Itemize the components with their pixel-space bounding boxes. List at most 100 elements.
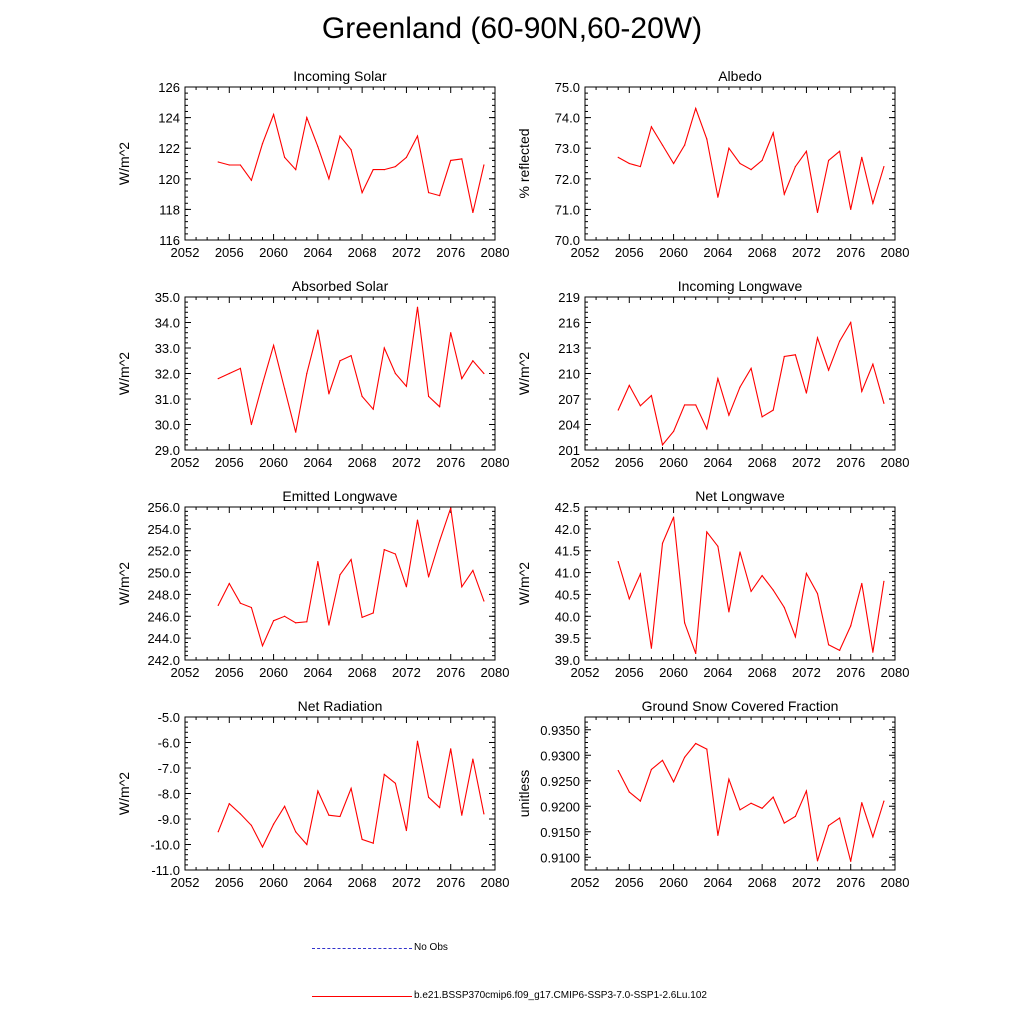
data-point: [306, 621, 308, 623]
y-axis-label: W/m^2: [516, 352, 532, 395]
data-point: [217, 161, 219, 163]
data-point: [661, 444, 664, 446]
data-point: [816, 592, 819, 595]
y-tick-label: 207: [558, 392, 580, 407]
data-point: [850, 321, 852, 324]
data-point: [650, 768, 653, 771]
data-point: [461, 586, 463, 588]
data-point: [272, 344, 275, 347]
y-tick-label: 74.0: [555, 111, 580, 126]
data-point: [372, 842, 374, 844]
data-point: [317, 146, 319, 148]
data-point: [883, 402, 885, 404]
x-tick-label: 2080: [881, 665, 910, 680]
y-tick-label: 33.0: [155, 341, 180, 356]
data-point: [372, 408, 374, 410]
data-point: [672, 781, 675, 783]
data-point: [772, 132, 774, 134]
x-tick-label: 2072: [392, 245, 421, 260]
panel-title: Net Longwave: [695, 488, 785, 504]
data-point: [750, 590, 752, 592]
x-tick-label: 2064: [303, 665, 332, 680]
data-point: [284, 615, 286, 617]
x-tick-label: 2072: [792, 665, 821, 680]
y-tick-label: 204: [558, 418, 580, 433]
data-point: [717, 196, 719, 198]
data-point: [617, 409, 619, 411]
data-point: [450, 159, 452, 162]
data-point: [284, 156, 286, 158]
data-point: [361, 191, 363, 194]
data-point: [650, 647, 653, 649]
y-tick-label: 201: [558, 443, 580, 458]
data-point: [772, 796, 774, 798]
data-point: [717, 378, 719, 380]
x-tick-label: 2064: [703, 455, 732, 470]
x-tick-label: 2056: [615, 665, 644, 680]
data-point: [684, 622, 686, 624]
y-tick-label: 41.5: [555, 544, 580, 559]
x-tick-label: 2076: [836, 455, 865, 470]
x-tick-label: 2060: [259, 665, 288, 680]
data-point: [839, 649, 841, 651]
data-point: [816, 211, 819, 214]
x-tick-label: 2060: [659, 245, 688, 260]
data-point: [394, 553, 396, 555]
x-tick-label: 2076: [836, 665, 865, 680]
data-point: [772, 409, 774, 411]
data-point: [783, 606, 785, 609]
x-tick-label: 2072: [392, 875, 421, 890]
data-point: [750, 169, 752, 171]
x-tick-label: 2064: [703, 245, 732, 260]
x-tick-label: 2064: [303, 455, 332, 470]
data-point: [805, 392, 808, 394]
data-point: [628, 598, 630, 600]
data-point: [250, 423, 253, 426]
page-title: Greenland (60-90N,60-20W): [321, 12, 703, 45]
data-point: [372, 169, 374, 171]
x-tick-label: 2056: [215, 875, 244, 890]
data-point: [295, 831, 297, 833]
y-tick-label: 216: [558, 316, 580, 331]
data-point: [250, 179, 253, 181]
data-point: [472, 569, 474, 571]
data-point: [783, 822, 785, 824]
legend-swatch-no-obs: [312, 948, 412, 949]
data-point: [827, 369, 830, 371]
data-point: [827, 644, 830, 646]
data-point: [405, 586, 408, 588]
x-tick-label: 2068: [348, 455, 377, 470]
x-tick-label: 2072: [792, 245, 821, 260]
data-point: [839, 150, 841, 152]
data-point: [672, 162, 675, 165]
data-point: [239, 367, 241, 369]
x-tick-label: 2052: [571, 245, 600, 260]
data-point: [295, 622, 297, 624]
data-point: [239, 164, 241, 166]
panel-albedo: Albedo % reflected 2052 2056 2060 2064 2068 207…: [516, 68, 909, 260]
data-point: [661, 759, 664, 761]
y-tick-label: 29.0: [155, 443, 180, 458]
x-tick-label: 2052: [571, 455, 600, 470]
data-point: [872, 363, 874, 365]
data-point: [450, 748, 452, 750]
plot-frame: [584, 296, 896, 451]
data-point: [306, 117, 308, 119]
data-point: [739, 551, 741, 553]
data-point: [839, 340, 841, 342]
data-point: [883, 165, 885, 168]
legend-label-no-obs: No Obs: [414, 942, 448, 953]
y-tick-label: 0.9350: [540, 723, 580, 738]
y-tick-label: 42.5: [555, 500, 580, 515]
plot-frame: [184, 506, 496, 661]
data-point: [827, 159, 830, 162]
y-tick-label: 250.0: [147, 566, 180, 581]
data-point: [228, 164, 230, 166]
data-point: [306, 372, 308, 375]
y-axis-label: W/m^2: [116, 772, 132, 815]
data-point: [217, 831, 219, 833]
x-tick-label: 2080: [481, 875, 510, 890]
y-tick-label: 213: [558, 341, 580, 356]
data-point: [739, 809, 741, 811]
